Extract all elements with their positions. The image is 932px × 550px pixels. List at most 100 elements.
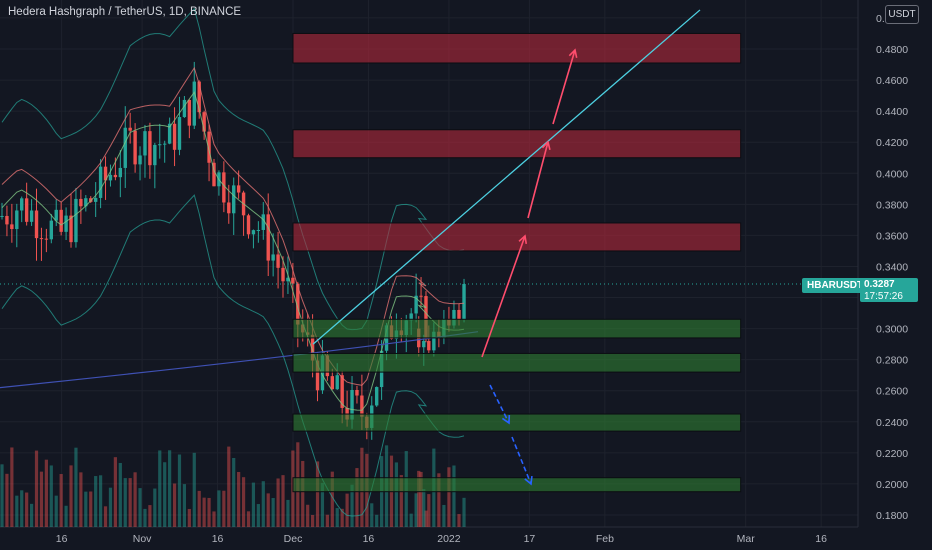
volume-bar — [320, 482, 325, 527]
candle — [427, 341, 431, 351]
history-candle — [69, 215, 73, 243]
volume-bar — [197, 490, 201, 527]
history-candle — [350, 389, 354, 420]
history-candle — [202, 112, 206, 132]
volume-bar — [424, 510, 428, 527]
history-candle — [148, 131, 152, 166]
price-tick-label: 0.3400 — [876, 261, 908, 273]
history-candle — [261, 214, 265, 230]
volume-bar — [153, 488, 157, 527]
time-tick-label: 16 — [212, 533, 224, 545]
history-candle — [84, 198, 88, 207]
time-tick-label: Dec — [284, 533, 303, 545]
resistance-zone — [292, 129, 742, 159]
price-tick-label: 0.3800 — [876, 199, 908, 211]
volume-bar — [158, 450, 162, 527]
time-tick-label: 16 — [56, 533, 68, 545]
bollinger-upper-band — [1, 7, 465, 331]
price-tick-label: 0.1800 — [876, 510, 908, 522]
history-candle — [177, 117, 182, 150]
support-zone — [292, 477, 742, 493]
history-candle — [128, 127, 132, 131]
price-tick-label: 0.3000 — [876, 324, 908, 336]
support-zone — [292, 352, 742, 373]
volume-bar — [340, 508, 344, 527]
volume-bar — [442, 504, 446, 527]
volume-bar — [325, 514, 329, 527]
volume-bar — [394, 462, 398, 527]
volume-bar — [232, 457, 236, 527]
history-candle — [251, 230, 256, 235]
history-candle — [89, 198, 93, 202]
history-candle — [54, 209, 58, 221]
projection-arrow-down-1 — [489, 384, 510, 424]
price-tick-label: 0.2600 — [876, 386, 908, 398]
history-candle — [172, 123, 177, 150]
history-candle — [108, 174, 113, 181]
history-candle — [374, 387, 379, 406]
history-candle — [24, 198, 29, 222]
history-candle — [113, 174, 118, 178]
history-candle — [5, 215, 9, 225]
time-tick-label: 2022 — [437, 533, 461, 545]
history-candle — [409, 313, 413, 321]
price-tick-label: 0.4800 — [876, 44, 908, 56]
volume-bar — [69, 465, 73, 527]
history-candle — [286, 277, 290, 282]
volume-bar — [427, 494, 431, 527]
history-candle — [355, 389, 359, 396]
projection-arrow-down-1-head — [501, 414, 511, 425]
volume-bar — [192, 452, 196, 527]
price-tick-label: 0.4400 — [876, 106, 908, 118]
volume-bar — [202, 497, 206, 527]
history-candle — [15, 210, 19, 230]
time-tick-label: 17 — [524, 533, 536, 545]
history-candle — [192, 81, 196, 126]
history-candle — [20, 198, 24, 211]
volume-bar — [74, 447, 78, 527]
history-candle — [44, 238, 49, 240]
volume-bar — [261, 481, 265, 527]
volume-bar — [84, 491, 88, 527]
history-candle — [98, 166, 103, 198]
volume-bar — [422, 489, 426, 527]
moving-average-mid — [1, 91, 465, 411]
symbol-price-label: HBARUSDT — [802, 278, 869, 293]
volume-bar — [182, 484, 187, 527]
volume-bar — [148, 505, 152, 527]
volume-bar — [143, 508, 147, 527]
volume-bar — [452, 465, 456, 527]
volume-bar — [212, 511, 216, 527]
trendline — [312, 9, 701, 345]
projection-arrow-up-1-head — [518, 234, 528, 245]
price-tick-label: 0.4600 — [876, 75, 908, 87]
support-zone — [292, 413, 742, 432]
history-candle — [232, 185, 236, 214]
volume-bar — [34, 450, 39, 527]
history-candle — [414, 295, 418, 314]
volume-bar — [256, 504, 260, 527]
history-candle — [0, 215, 4, 217]
history-candle — [138, 155, 142, 165]
candle — [422, 341, 426, 348]
volume-bar — [447, 467, 451, 527]
volume-bar — [419, 471, 423, 527]
volume-bar — [281, 475, 285, 527]
volume-bar — [345, 493, 349, 527]
history-candle — [419, 295, 423, 297]
history-candle — [39, 238, 44, 240]
volume-bar — [128, 478, 132, 527]
history-candle — [212, 162, 216, 187]
volume-bar — [417, 470, 421, 527]
history-candle — [49, 220, 53, 240]
history-candle — [118, 167, 123, 178]
volume-bar — [163, 462, 167, 527]
currency-button[interactable]: USDT — [885, 5, 919, 24]
volume-bar — [118, 462, 122, 527]
volume-bar — [330, 471, 334, 527]
history-candle — [197, 81, 201, 113]
time-tick-label: Feb — [596, 533, 614, 545]
volume-bar — [241, 477, 246, 527]
history-candle — [10, 224, 14, 230]
